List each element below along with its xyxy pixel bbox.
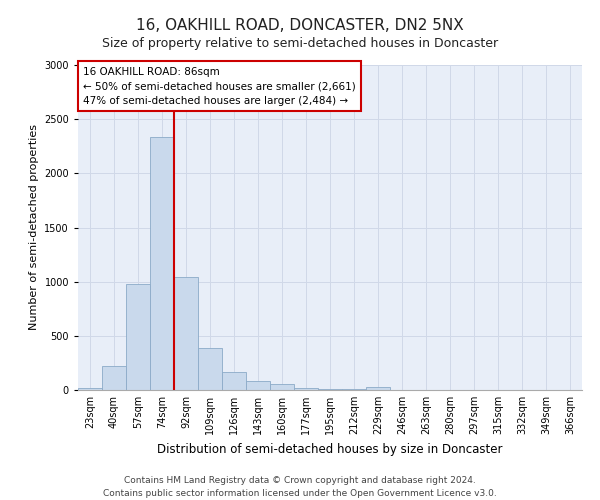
Bar <box>222 372 246 390</box>
Bar <box>294 388 318 390</box>
X-axis label: Distribution of semi-detached houses by size in Doncaster: Distribution of semi-detached houses by … <box>157 442 503 456</box>
Bar <box>366 387 390 390</box>
Bar <box>150 137 174 390</box>
Y-axis label: Number of semi-detached properties: Number of semi-detached properties <box>29 124 38 330</box>
Bar <box>198 348 222 390</box>
Bar <box>126 284 150 390</box>
Text: Contains HM Land Registry data © Crown copyright and database right 2024.
Contai: Contains HM Land Registry data © Crown c… <box>103 476 497 498</box>
Text: 16, OAKHILL ROAD, DONCASTER, DN2 5NX: 16, OAKHILL ROAD, DONCASTER, DN2 5NX <box>136 18 464 32</box>
Bar <box>102 366 126 390</box>
Bar <box>174 278 198 390</box>
Bar <box>246 381 270 390</box>
Text: 16 OAKHILL ROAD: 86sqm
← 50% of semi-detached houses are smaller (2,661)
47% of : 16 OAKHILL ROAD: 86sqm ← 50% of semi-det… <box>83 66 356 106</box>
Text: Size of property relative to semi-detached houses in Doncaster: Size of property relative to semi-detach… <box>102 38 498 51</box>
Bar <box>78 388 102 390</box>
Bar <box>270 384 294 390</box>
Bar <box>318 389 342 390</box>
